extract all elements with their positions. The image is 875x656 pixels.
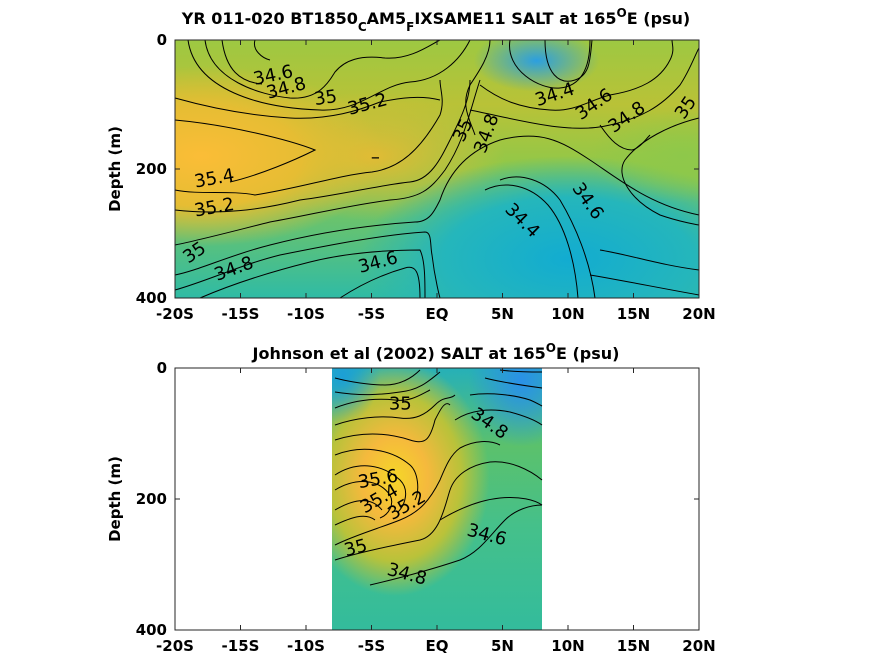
panel-2-y-ticks: 0 200 400: [136, 359, 699, 639]
panel-1-y-ticks: 0 200 400: [136, 31, 699, 307]
y-tick-label: 400: [136, 621, 167, 639]
contour-label: 35: [313, 86, 339, 110]
x-tick-label: 10N: [551, 637, 584, 655]
panel-2-axes: -20S -15S -10S -5S EQ 5N 10N 15N 20N 0 200 400 Dep…: [106, 359, 716, 655]
panel-1-axes: -20S -15S -10S -5S EQ 5N 10N 15N 20N 0 200 400 Dep…: [106, 31, 716, 323]
x-tick-label: -15S: [222, 305, 260, 323]
x-tick-label: 5N: [491, 305, 514, 323]
panel-2-ylabel: Depth (m): [106, 456, 124, 542]
panel-1-x-ticks: -20S -15S -10S -5S EQ 5N 10N 15N 20N: [156, 40, 716, 323]
x-tick-label: 15N: [617, 305, 650, 323]
x-tick-label: -20S: [156, 305, 194, 323]
x-tick-label: EQ: [426, 305, 449, 323]
x-tick-label: 20N: [682, 305, 715, 323]
panel-2-contours: [334, 369, 543, 586]
x-tick-label: 5N: [491, 637, 514, 655]
y-tick-label: 200: [136, 490, 167, 508]
x-tick-label: 10N: [551, 305, 584, 323]
x-tick-label: -10S: [287, 305, 325, 323]
x-tick-label: -10S: [287, 637, 325, 655]
x-tick-label: -15S: [222, 637, 260, 655]
contour-label: 35: [389, 394, 412, 415]
y-tick-label: 200: [136, 160, 167, 178]
panel-2-title: Johnson et al (2002) SALT at 165OE (psu): [252, 341, 620, 363]
x-tick-label: 15N: [617, 637, 650, 655]
x-tick-label: -5S: [358, 305, 385, 323]
panel-2: Johnson et al (2002) SALT at 165OE (psu): [106, 341, 716, 655]
panel-1: YR 011-020 BT1850CAM5FIXSAME11 SALT at 1…: [106, 6, 716, 323]
panel-2-x-ticks: -20S -15S -10S -5S EQ 5N 10N 15N 20N: [156, 368, 716, 655]
y-tick-label: 0: [157, 359, 167, 377]
panel-1-contours: [174, 39, 700, 299]
x-tick-label: -5S: [358, 637, 385, 655]
panel-1-ylabel: Depth (m): [106, 126, 124, 212]
y-tick-label: 400: [136, 289, 167, 307]
y-tick-label: 0: [157, 31, 167, 49]
contour-label: –: [371, 147, 380, 168]
panel-2-field: [332, 368, 542, 630]
panel-1-field: [175, 40, 699, 298]
x-tick-label: -20S: [156, 637, 194, 655]
x-tick-label: EQ: [426, 637, 449, 655]
x-tick-label: 20N: [682, 637, 715, 655]
panel-1-title: YR 011-020 BT1850CAM5FIXSAME11 SALT at 1…: [181, 6, 691, 34]
